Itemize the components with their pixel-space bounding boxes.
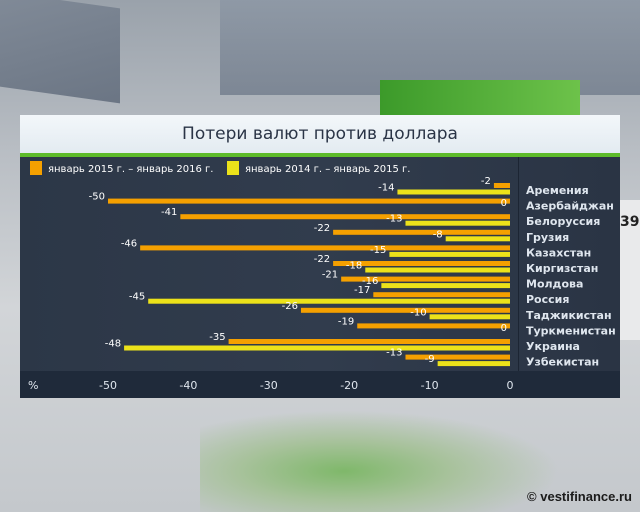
data-label: -45 <box>129 292 145 303</box>
x-tick-label: 0 <box>507 379 514 392</box>
data-label: -41 <box>161 207 177 218</box>
title-bar: Потери валют против доллара <box>20 115 620 157</box>
data-label: -2 <box>481 176 491 187</box>
bar-2015-2016 <box>228 339 510 344</box>
background-number: 39 <box>620 214 640 230</box>
bar-2014-2015 <box>429 314 510 320</box>
data-label: -17 <box>354 285 370 296</box>
bar-2015-2016 <box>180 214 511 220</box>
category-label: Украина <box>526 340 580 353</box>
data-label: -16 <box>362 276 378 287</box>
bar-2015-2016 <box>333 229 510 235</box>
bar-2014-2015 <box>389 251 510 257</box>
bar-2015-2016 <box>341 276 510 282</box>
bar-2014-2015 <box>437 361 510 367</box>
data-label: 0 <box>501 323 507 334</box>
bar-2015-2016 <box>493 183 510 188</box>
data-label: -48 <box>105 339 121 350</box>
data-label: -14 <box>378 183 394 194</box>
divider-line <box>518 157 519 371</box>
bar-2014-2015 <box>381 283 510 289</box>
legend-swatch-2 <box>227 161 239 175</box>
category-label: Грузия <box>526 231 569 244</box>
background-glass-shape <box>220 0 640 95</box>
background-green-blur <box>200 410 560 512</box>
bar-2015-2016 <box>300 307 510 313</box>
bar-chart: январь 2015 г. – январь 2016 г. январь 20… <box>28 157 616 392</box>
axis-unit-label: % <box>28 379 38 392</box>
bar-2015-2016 <box>373 292 510 298</box>
bar-2015-2016 <box>333 261 510 266</box>
data-label: -18 <box>346 261 362 272</box>
data-label: -46 <box>121 238 137 249</box>
x-tick-label: -20 <box>340 379 358 392</box>
data-label: -8 <box>433 229 443 240</box>
category-label: Молдова <box>526 278 583 291</box>
watermark: © vestifinance.ru <box>527 489 632 504</box>
data-label: -13 <box>386 348 402 359</box>
category-label: Белоруссия <box>526 215 600 228</box>
bar-2014-2015 <box>124 345 510 351</box>
x-tick-label: -10 <box>421 379 439 392</box>
data-label: -22 <box>314 254 330 265</box>
background-green-block <box>380 80 580 120</box>
x-tick-label: -30 <box>260 379 278 392</box>
bar-2014-2015 <box>405 220 510 226</box>
category-label: Туркменистан <box>526 324 616 337</box>
category-label: Казахстан <box>526 246 591 259</box>
data-label: -21 <box>322 270 338 281</box>
bar-2014-2015 <box>148 298 510 304</box>
category-label: Россия <box>526 293 569 306</box>
x-tick-label: -40 <box>179 379 197 392</box>
bar-2015-2016 <box>357 323 510 329</box>
bar-2015-2016 <box>108 198 510 204</box>
data-label: -26 <box>282 301 298 312</box>
axis-band <box>20 371 620 398</box>
data-label: -10 <box>410 307 426 318</box>
chart-panel: Потери валют против доллара январь 2015 … <box>20 115 620 398</box>
bar-2015-2016 <box>140 245 510 251</box>
category-label: Узбекистан <box>526 356 599 369</box>
category-label: Азербайджан <box>526 200 614 213</box>
data-label: -9 <box>425 354 435 365</box>
background-glass-shape <box>0 0 120 104</box>
data-label: -19 <box>338 316 354 327</box>
category-label: Аремения <box>526 184 589 197</box>
chart-title: Потери валют против доллара <box>182 124 458 144</box>
bar-2014-2015 <box>365 267 510 273</box>
data-label: 0 <box>501 198 507 209</box>
legend-label-1: январь 2015 г. – январь 2016 г. <box>48 164 213 175</box>
bar-2014-2015 <box>445 236 510 242</box>
legend-label-2: январь 2014 г. – январь 2015 г. <box>245 164 410 175</box>
data-label: -13 <box>386 214 402 225</box>
category-label: Киргизстан <box>526 262 598 275</box>
category-label: Таджикистан <box>526 309 612 322</box>
data-label: -50 <box>89 192 105 203</box>
x-tick-label: -50 <box>99 379 117 392</box>
data-label: -35 <box>209 332 225 343</box>
legend-swatch-1 <box>30 161 42 175</box>
data-label: -22 <box>314 223 330 234</box>
data-label: -15 <box>370 245 386 256</box>
bar-2015-2016 <box>405 354 510 360</box>
bar-2014-2015 <box>397 189 510 195</box>
chart-area: январь 2015 г. – январь 2016 г. январь 20… <box>20 157 620 398</box>
